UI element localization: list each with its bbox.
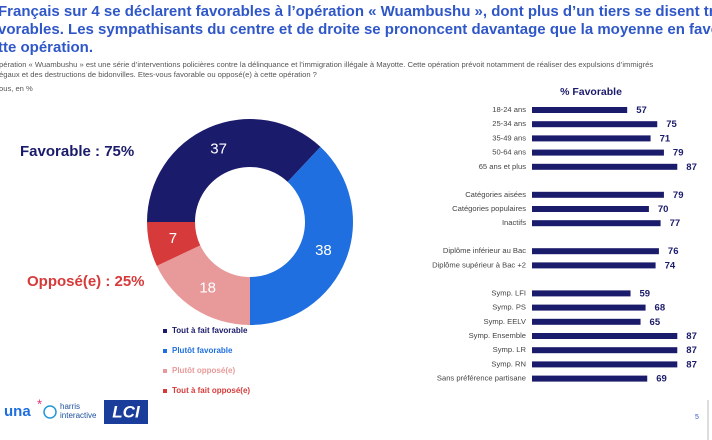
bar [532,163,678,170]
slice-label: 37 [210,140,227,157]
donut-slice [147,118,321,222]
legend-marker [163,349,167,353]
slice-label: 7 [169,230,177,247]
bar [532,318,641,325]
slice-label: 18 [199,280,216,297]
title-line: tte opération. [0,39,93,56]
bar-category: Symp. EELV [484,317,527,326]
logo-lci: LCI [112,402,141,421]
logo-harris: interactive [60,411,97,420]
subtitle-line: pération « Wuambushu » est une série d’i… [0,60,653,69]
bar-value: 87 [686,345,697,356]
bar-category: Symp. RN [491,359,526,368]
legend-label: Plutôt opposé(e) [172,366,235,375]
logo-harris: harris [60,402,80,411]
bar-value: 77 [670,218,681,229]
bar-category: Catégories populaires [452,204,526,213]
bar [532,107,628,113]
bar [532,248,659,255]
bar-value: 69 [656,374,667,385]
bar-value: 74 [665,260,676,271]
bar-value: 68 [655,303,666,314]
title-line: vorables. Les sympathisants du centre et… [0,21,712,38]
bar [532,262,656,269]
bar-value: 87 [686,359,697,370]
bar [532,333,678,339]
bar-value: 76 [668,246,679,257]
bar-category: 50-64 ans [492,148,526,157]
bar [532,149,664,156]
slice-label: 38 [315,242,332,259]
legend-label: Tout à fait opposé(e) [172,386,250,395]
bar-value: 75 [666,119,677,130]
legend-marker [163,369,167,373]
bar-category: 35-49 ans [492,133,526,142]
bar-category: Symp. Ensemble [469,331,526,340]
bar-category: Inactifs [502,218,526,227]
subtitle-line: égaux et des destructions de bidonvilles… [0,70,317,79]
annotation: Favorable : 75% [20,143,134,160]
bar-value: 57 [636,105,647,116]
base-note: ous, en % [0,84,33,93]
bar-value: 79 [673,190,684,201]
bar-category: Symp. LFI [491,288,526,297]
bar-category: 25-34 ans [492,119,526,128]
bar-category: Symp. LR [493,345,527,354]
logo-lci-box [104,400,148,424]
bar-category: 18-24 ans [492,105,526,114]
bar [532,191,664,198]
bar [532,361,678,368]
bar [532,220,661,227]
legend-marker [163,389,167,393]
bar [532,375,648,382]
legend-label: Tout à fait favorable [172,326,248,335]
bar-category: 65 ans et plus [479,162,526,171]
chart-title: % Favorable [560,86,622,98]
bar-category: Symp. PS [492,303,526,312]
bar [532,135,651,142]
bar-value: 70 [658,204,669,215]
annotation: Opposé(e) : 25% [27,273,145,290]
bar-category: Diplôme inférieur au Bac [443,246,526,255]
logo-star: * [37,396,42,411]
donut-slice [250,146,354,325]
bar-value: 79 [673,148,684,159]
bar-category: Diplôme supérieur à Bac +2 [432,260,526,269]
legend-marker [163,329,167,333]
bar [532,304,646,311]
legend-label: Plutôt favorable [172,346,233,355]
bar-value: 87 [686,162,697,173]
bar [532,347,678,354]
bar [532,121,658,128]
title-line: Français sur 4 se déclarent favorables à… [0,3,712,20]
bar-value: 59 [640,288,651,299]
bar-value: 87 [686,331,697,342]
donut-slice [156,245,250,325]
bar [532,206,649,212]
bar-category: Catégories aisées [465,190,526,199]
bar-value: 65 [650,317,661,328]
bar-category: Sans préférence partisane [437,374,526,383]
bar [532,290,631,297]
bar-value: 71 [660,133,671,144]
donut-slice [147,222,201,266]
logo-una: una [4,403,31,420]
page-number: 5 [695,414,699,421]
logo-harris-icon [43,405,57,419]
